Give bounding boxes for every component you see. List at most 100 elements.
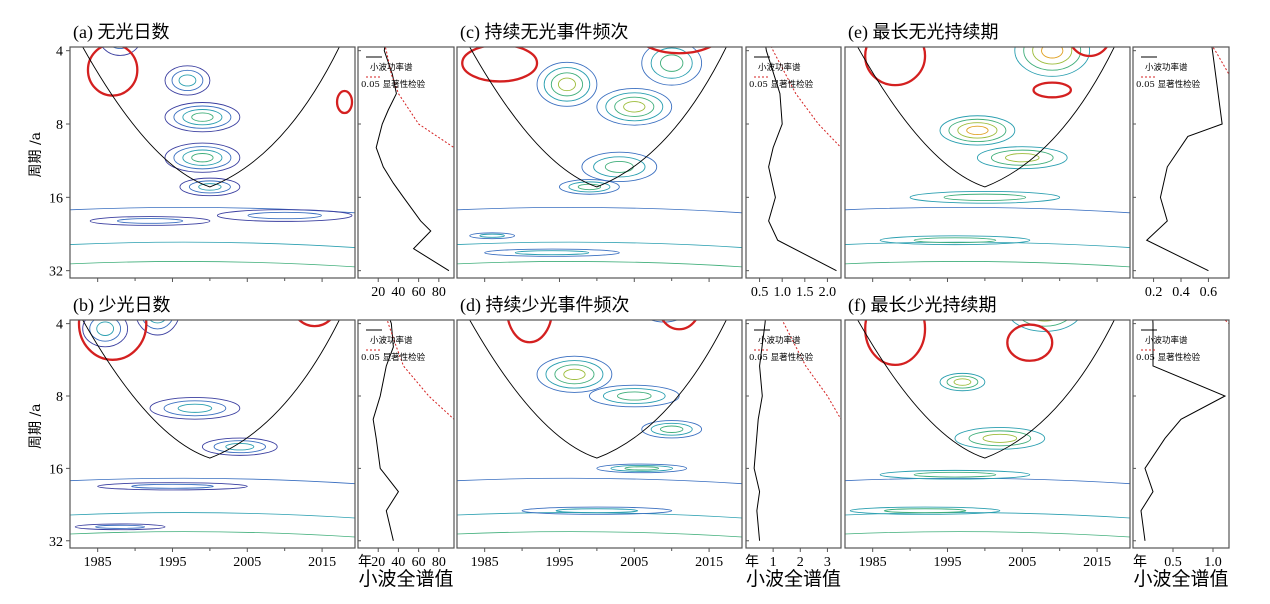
significance-contour xyxy=(322,0,352,7)
contour-line xyxy=(845,512,1130,519)
contour-area xyxy=(457,47,742,268)
x-tick-label: 2005 xyxy=(620,555,648,570)
contour-line xyxy=(484,248,620,257)
significance-contour xyxy=(645,47,713,55)
y-tick-label: 16 xyxy=(49,191,63,206)
contour-line xyxy=(650,422,693,436)
y-tick-label: 4 xyxy=(56,45,63,60)
contour-line xyxy=(879,235,1031,246)
significance-contour xyxy=(461,47,539,83)
panel-a: (a) 无光日数 4 8 16 32 周期 /a 小波功率谱 0.05 显著性检验 20 40 60… xyxy=(28,0,455,300)
significance-contour xyxy=(86,47,139,97)
x-unit-label: 年 xyxy=(358,554,372,570)
contour-line xyxy=(457,512,742,519)
contour-line xyxy=(1032,47,1073,65)
legend-sig-label: 0.05 显著性检验 xyxy=(749,352,814,363)
contour-line xyxy=(272,285,283,301)
contour-line xyxy=(845,241,1130,248)
contour-line xyxy=(171,13,188,28)
global-spectrum-panel: 小波功率谱 0.05 显著性检验 0.5 1.0 1.5 2.0 xyxy=(745,46,842,300)
spectrum-x-tick-label: 1.5 xyxy=(796,285,814,300)
contour-line xyxy=(623,101,646,113)
panel-f: (f) 最长少光持续期 1985 1995 2005 2015 年 小波功率谱 0.05 显著… xyxy=(844,279,1230,590)
spectrum-frame xyxy=(745,46,842,279)
panel-title: (d) 持续少光事件频次 xyxy=(460,295,630,316)
legend-sig-label: 0.05 显著性检验 xyxy=(749,79,814,90)
spectrum-x-tick-label: 1 xyxy=(770,555,777,570)
contour-line xyxy=(660,425,684,433)
significance-line xyxy=(781,320,841,420)
spectrum-area xyxy=(1140,320,1229,541)
plot-frame xyxy=(844,46,1131,279)
contour-line xyxy=(177,403,213,413)
contour-line xyxy=(191,153,214,163)
significance-line xyxy=(384,47,454,149)
contour-line xyxy=(101,47,139,56)
contour-line xyxy=(650,320,679,323)
contour-line xyxy=(267,279,288,309)
spectrum-line xyxy=(375,47,450,272)
legend-power-label: 小波功率谱 xyxy=(370,335,413,346)
contour-line xyxy=(913,471,997,478)
contour-line xyxy=(593,156,646,178)
contour-line xyxy=(588,384,680,408)
global-spectrum-panel: 小波功率谱 0.05 显著性检验 0.2 0.4 0.6 xyxy=(1132,46,1230,300)
contour-line xyxy=(164,102,241,133)
x-tick-label: 1995 xyxy=(158,555,186,570)
spectrum-line xyxy=(1145,47,1223,272)
spectrum-x-tick-label: 60 xyxy=(412,555,426,570)
contour-line xyxy=(543,67,591,102)
contour-area xyxy=(70,253,355,538)
legend-sig-label: 0.05 显著性检验 xyxy=(361,79,426,90)
contour-line xyxy=(95,524,146,529)
contour-line xyxy=(954,427,1046,450)
x-tick-label: 2015 xyxy=(308,555,336,570)
contour-line xyxy=(660,54,684,72)
significance-contour xyxy=(1006,323,1054,362)
significance-contour xyxy=(864,47,927,87)
contour-line xyxy=(1023,47,1082,71)
contour-area xyxy=(70,0,355,268)
contour-line xyxy=(650,47,693,79)
spectrum-x-tick-label: 0.4 xyxy=(1172,285,1190,300)
significance-contour xyxy=(864,320,927,367)
significance-contour xyxy=(184,253,236,296)
x-tick-label: 2015 xyxy=(1083,555,1111,570)
x-tick-label: 1985 xyxy=(84,555,112,570)
legend-power-label: 小波功率谱 xyxy=(758,62,801,73)
spectrum-area xyxy=(1145,47,1229,272)
contour-line xyxy=(171,69,204,91)
spectrum-x-tick-label: 0.2 xyxy=(1145,285,1163,300)
contour-line xyxy=(173,105,232,129)
contour-line xyxy=(191,112,214,122)
contour-line xyxy=(521,506,673,515)
contour-line xyxy=(136,320,179,336)
contour-line xyxy=(116,218,184,224)
contour-line xyxy=(1082,279,1112,308)
contour-line xyxy=(82,320,129,348)
spectrum-frame xyxy=(357,319,455,549)
contour-line xyxy=(604,160,634,173)
contour-line xyxy=(514,250,590,256)
cone-of-influence xyxy=(469,47,727,188)
contour-line xyxy=(182,109,223,126)
spectrum-x-tick-label: 40 xyxy=(391,285,405,300)
contour-line xyxy=(845,261,1130,268)
contour-line xyxy=(247,211,322,220)
contour-area xyxy=(845,47,1130,268)
plot-frame xyxy=(844,319,1131,549)
contour-line xyxy=(112,47,128,50)
contour-line xyxy=(1093,289,1102,297)
contour-line xyxy=(879,469,1031,480)
spectrum-x-tick-label: 80 xyxy=(432,555,446,570)
contour-line xyxy=(225,442,255,451)
contour-line xyxy=(1089,286,1105,301)
x-tick-label: 1995 xyxy=(933,555,961,570)
x-unit-label: 年 xyxy=(1133,554,1147,570)
significance-contour xyxy=(1097,288,1112,300)
contour-line xyxy=(188,180,231,194)
cone-of-influence xyxy=(469,320,727,459)
contour-line xyxy=(97,482,248,491)
legend-power-label: 小波功率谱 xyxy=(1145,62,1188,73)
